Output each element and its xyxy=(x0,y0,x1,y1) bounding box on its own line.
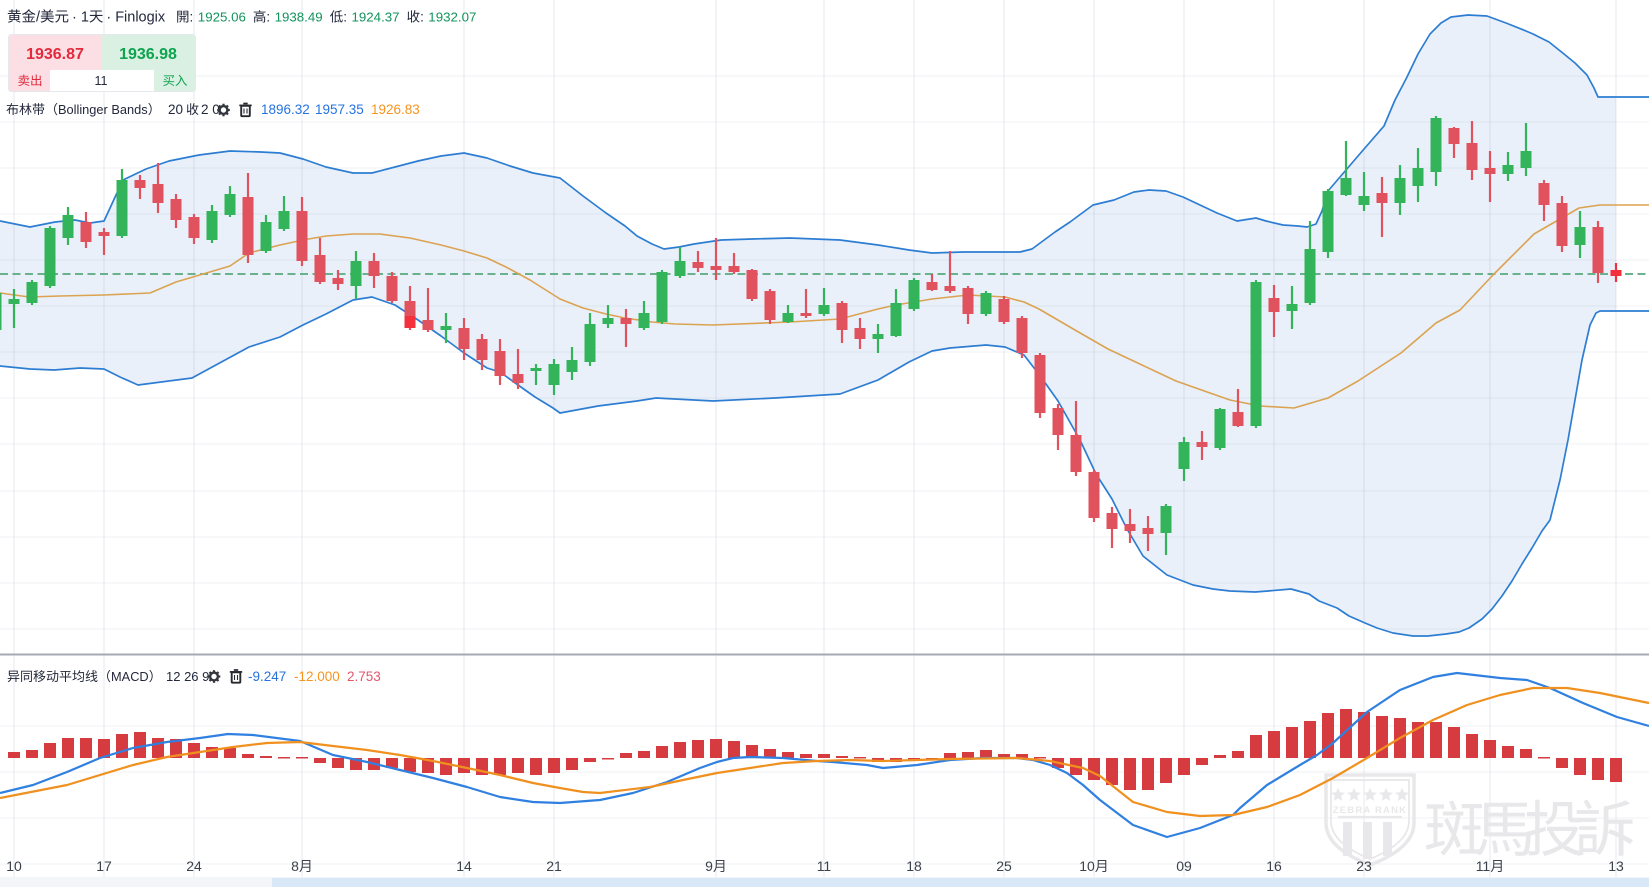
svg-text::: : xyxy=(420,10,424,25)
svg-text:MACD: MACD xyxy=(111,669,149,684)
svg-text:-9.247: -9.247 xyxy=(248,669,286,684)
svg-text:1936.98: 1936.98 xyxy=(119,46,177,63)
svg-text:Finlogix: Finlogix xyxy=(115,10,166,26)
svg-text:1924.37: 1924.37 xyxy=(352,10,400,25)
svg-text:14: 14 xyxy=(456,858,472,874)
svg-text:/: / xyxy=(36,10,41,26)
svg-text:25: 25 xyxy=(996,858,1012,874)
svg-text:·: · xyxy=(106,10,111,26)
svg-text:1896.32: 1896.32 xyxy=(261,102,310,117)
svg-text:24: 24 xyxy=(186,858,202,874)
svg-text:16: 16 xyxy=(1266,858,1282,874)
svg-text:18: 18 xyxy=(906,858,922,874)
svg-text:Bollinger Bands: Bollinger Bands xyxy=(58,102,148,117)
svg-text:1938.49: 1938.49 xyxy=(275,10,323,25)
svg-text:23: 23 xyxy=(1356,858,1372,874)
svg-text:8: 8 xyxy=(291,858,299,874)
svg-text::: : xyxy=(266,10,270,25)
svg-text:11: 11 xyxy=(1476,858,1491,874)
svg-text:21: 21 xyxy=(546,858,562,874)
svg-text:10: 10 xyxy=(6,858,22,874)
svg-text:ZEBRA RANK: ZEBRA RANK xyxy=(1333,805,1407,816)
svg-text:1: 1 xyxy=(81,10,89,26)
svg-text:12 26 9: 12 26 9 xyxy=(166,669,209,684)
svg-text:10: 10 xyxy=(1079,858,1095,874)
svg-text:·: · xyxy=(72,10,77,26)
svg-text:1932.07: 1932.07 xyxy=(428,10,476,25)
svg-text:1936.87: 1936.87 xyxy=(26,46,84,63)
svg-text::: : xyxy=(190,10,194,25)
svg-text:20: 20 xyxy=(168,102,183,117)
svg-text:17: 17 xyxy=(96,858,112,874)
svg-text:1957.35: 1957.35 xyxy=(315,102,364,117)
svg-text:-12.000: -12.000 xyxy=(294,669,340,684)
svg-text:13: 13 xyxy=(1608,858,1624,874)
svg-text:1926.83: 1926.83 xyxy=(371,102,420,117)
svg-text:11: 11 xyxy=(817,858,832,874)
svg-text:2.753: 2.753 xyxy=(347,669,381,684)
svg-text:2 0: 2 0 xyxy=(201,102,220,117)
svg-text:9: 9 xyxy=(705,858,713,874)
svg-text:11: 11 xyxy=(95,74,108,88)
svg-text:09: 09 xyxy=(1176,858,1192,874)
svg-text:1925.06: 1925.06 xyxy=(198,10,246,25)
svg-text::: : xyxy=(343,10,347,25)
